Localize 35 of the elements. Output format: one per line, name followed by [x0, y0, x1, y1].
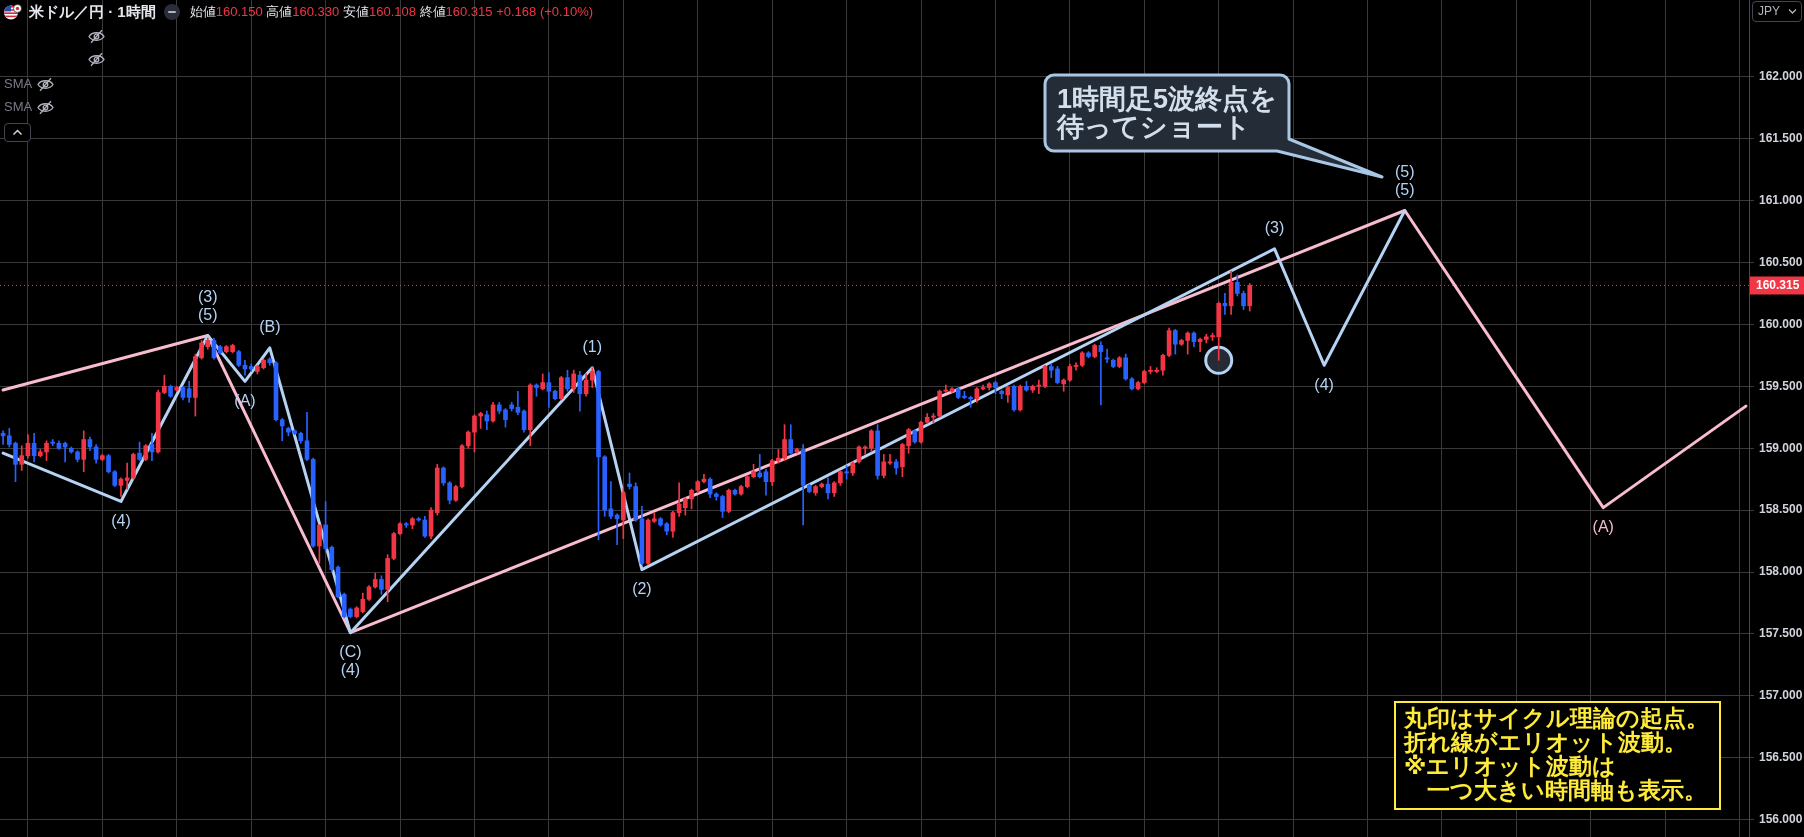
- y-tick-label: 161.500: [1759, 130, 1803, 145]
- annotation: 一つ大きい時間軸も表示。: [1427, 777, 1707, 804]
- annotation: (4): [1314, 375, 1334, 393]
- ref-line-label: 160.315: [1756, 278, 1800, 293]
- y-tick-label: 157.500: [1759, 626, 1803, 641]
- annotation: (5): [1395, 162, 1415, 180]
- y-axis-title: JPY: [1758, 3, 1781, 20]
- annotation: (3): [1264, 219, 1285, 237]
- y-tick-label: 157.000: [1759, 688, 1803, 703]
- annotation: SMA: [4, 75, 33, 91]
- y-tick-label: 159.000: [1759, 440, 1803, 455]
- annotation: (1): [582, 338, 603, 356]
- chart-title: 米ドル／円 · 1時間: [29, 3, 156, 21]
- annotation: SMA: [4, 98, 33, 114]
- y-tick-label: 158.000: [1759, 564, 1803, 579]
- annotation: (2): [632, 579, 652, 597]
- y-tick-label: 160.500: [1759, 254, 1803, 269]
- annotation: (B): [259, 318, 281, 336]
- y-tick-label: 162.000: [1759, 69, 1803, 84]
- y-tick-label: 161.000: [1759, 192, 1803, 207]
- y-tick-label: 156.000: [1759, 811, 1803, 826]
- dropdown-button: JPY: [1752, 1, 1802, 22]
- annotation: (4): [340, 661, 361, 679]
- y-tick-label: 159.500: [1759, 378, 1803, 393]
- annotation: 1時間足5波終点を待ってショート: [1057, 84, 1278, 142]
- annotation: (C): [339, 643, 362, 661]
- y-tick-label: 156.500: [1759, 750, 1803, 765]
- annotation: (3): [197, 287, 218, 305]
- y-tick-label: 158.500: [1759, 502, 1803, 517]
- y-tick-label: 160.000: [1759, 316, 1803, 331]
- annotation: (5): [1395, 180, 1415, 198]
- annotation: (5): [197, 305, 218, 323]
- text: 始値160.150 高値160.330 安値160.108 終値160.315 +0.168 (+0.10%): [189, 4, 594, 19]
- annotation: (4): [111, 511, 131, 529]
- annotation: (A): [1592, 518, 1614, 536]
